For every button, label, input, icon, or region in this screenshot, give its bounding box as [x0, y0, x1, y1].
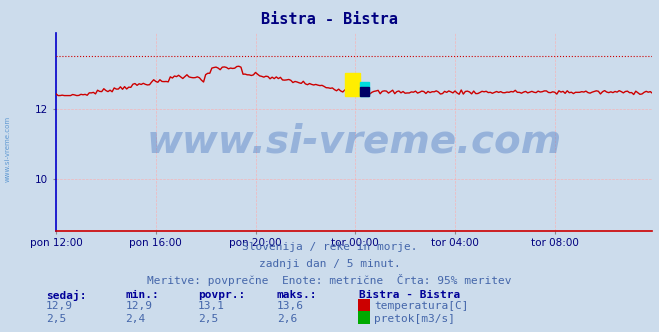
- Text: temperatura[C]: temperatura[C]: [374, 301, 469, 311]
- Text: 2,5: 2,5: [198, 314, 218, 324]
- Bar: [360, 82, 369, 96]
- Text: 13,1: 13,1: [198, 301, 225, 311]
- Text: 13,6: 13,6: [277, 301, 304, 311]
- Text: maks.:: maks.:: [277, 290, 317, 299]
- Bar: [345, 73, 360, 96]
- Text: sedaj:: sedaj:: [46, 290, 86, 300]
- Text: Slovenija / reke in morje.: Slovenija / reke in morje.: [242, 242, 417, 252]
- Bar: [360, 87, 369, 96]
- Text: www.si-vreme.com: www.si-vreme.com: [5, 116, 11, 183]
- Text: pretok[m3/s]: pretok[m3/s]: [374, 314, 455, 324]
- Text: 2,6: 2,6: [277, 314, 297, 324]
- Text: Bistra - Bistra: Bistra - Bistra: [261, 12, 398, 27]
- Text: Bistra - Bistra: Bistra - Bistra: [359, 290, 461, 299]
- Text: 12,9: 12,9: [46, 301, 73, 311]
- Text: povpr.:: povpr.:: [198, 290, 245, 299]
- Text: Meritve: povprečne  Enote: metrične  Črta: 95% meritev: Meritve: povprečne Enote: metrične Črta:…: [147, 274, 512, 286]
- Text: 2,4: 2,4: [125, 314, 146, 324]
- Text: 2,5: 2,5: [46, 314, 67, 324]
- Text: zadnji dan / 5 minut.: zadnji dan / 5 minut.: [258, 259, 401, 269]
- Text: 12,9: 12,9: [125, 301, 152, 311]
- Text: www.si-vreme.com: www.si-vreme.com: [146, 123, 562, 161]
- Text: min.:: min.:: [125, 290, 159, 299]
